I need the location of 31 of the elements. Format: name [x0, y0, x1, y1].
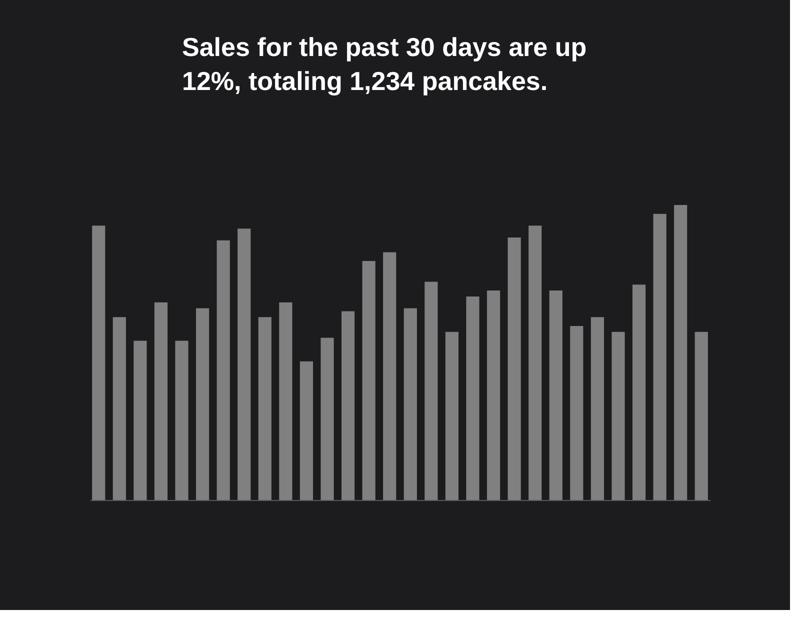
bar — [653, 214, 666, 500]
bar — [424, 282, 438, 500]
bar — [486, 290, 500, 500]
chart-title: Sales for the past 30 days are up 12%, totaling 1,234 pancakes. — [182, 32, 587, 96]
bar — [383, 252, 396, 500]
bar — [590, 317, 604, 500]
bar — [341, 311, 355, 500]
bar — [528, 226, 542, 500]
bar — [445, 332, 459, 500]
bar — [196, 308, 210, 500]
bar — [216, 240, 230, 500]
bar — [175, 340, 188, 500]
bar — [632, 284, 646, 500]
bar — [320, 338, 334, 500]
bar — [508, 237, 521, 500]
bar — [404, 308, 417, 500]
bar — [279, 302, 292, 500]
bar — [570, 326, 584, 500]
bar — [674, 205, 688, 500]
bar — [112, 317, 126, 500]
bar — [92, 226, 106, 500]
bar — [300, 361, 314, 500]
bar — [134, 340, 147, 500]
bar — [466, 296, 480, 500]
bar — [549, 290, 562, 500]
bar — [612, 332, 625, 500]
bar — [362, 261, 376, 500]
bar — [238, 228, 251, 500]
bar — [694, 332, 708, 500]
bar — [154, 302, 168, 500]
bar — [258, 317, 272, 500]
